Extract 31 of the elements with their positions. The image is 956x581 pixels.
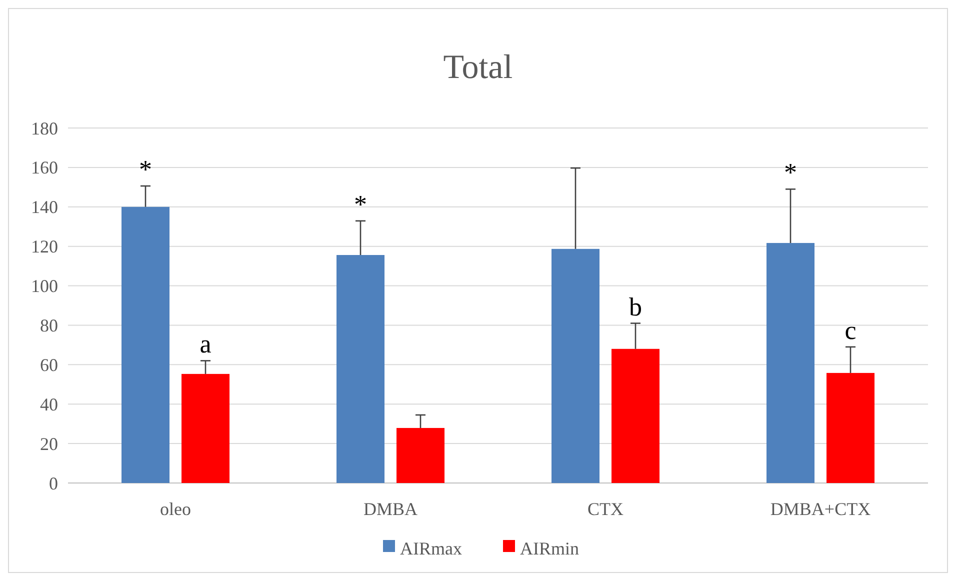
y-tick-label: 20 <box>40 434 58 454</box>
y-tick-label: 160 <box>31 158 58 178</box>
chart-title: Total <box>443 49 513 86</box>
y-tick-label: 60 <box>40 354 58 375</box>
x-tick-label: DMBA <box>363 499 418 519</box>
y-tick-label: 180 <box>31 118 58 138</box>
data-label: a <box>200 330 212 359</box>
data-label: * <box>784 158 797 188</box>
y-tick-label: 100 <box>31 276 58 296</box>
bar <box>826 372 874 483</box>
legend-label: AIRmin <box>520 538 580 558</box>
bar <box>612 348 660 483</box>
bar <box>766 242 814 483</box>
x-tick-label: oleo <box>160 499 191 519</box>
legend-label: AIRmax <box>400 538 462 558</box>
y-tick-label: 80 <box>40 316 58 336</box>
data-label: * <box>354 190 367 219</box>
y-tick-label: 140 <box>31 197 58 218</box>
y-tick-label: 40 <box>40 394 58 414</box>
bar <box>396 428 444 483</box>
data-label: * <box>139 154 152 184</box>
y-tick-label: 120 <box>31 236 58 257</box>
y-tick-label: 0 <box>49 473 58 494</box>
bar <box>336 255 384 483</box>
x-tick-label: DMBA+CTX <box>770 499 871 519</box>
bar <box>182 374 230 483</box>
data-label: c <box>844 316 856 345</box>
bar <box>122 206 170 483</box>
bar <box>552 248 600 483</box>
x-tick-label: CTX <box>588 499 624 519</box>
data-label: b <box>629 292 642 322</box>
